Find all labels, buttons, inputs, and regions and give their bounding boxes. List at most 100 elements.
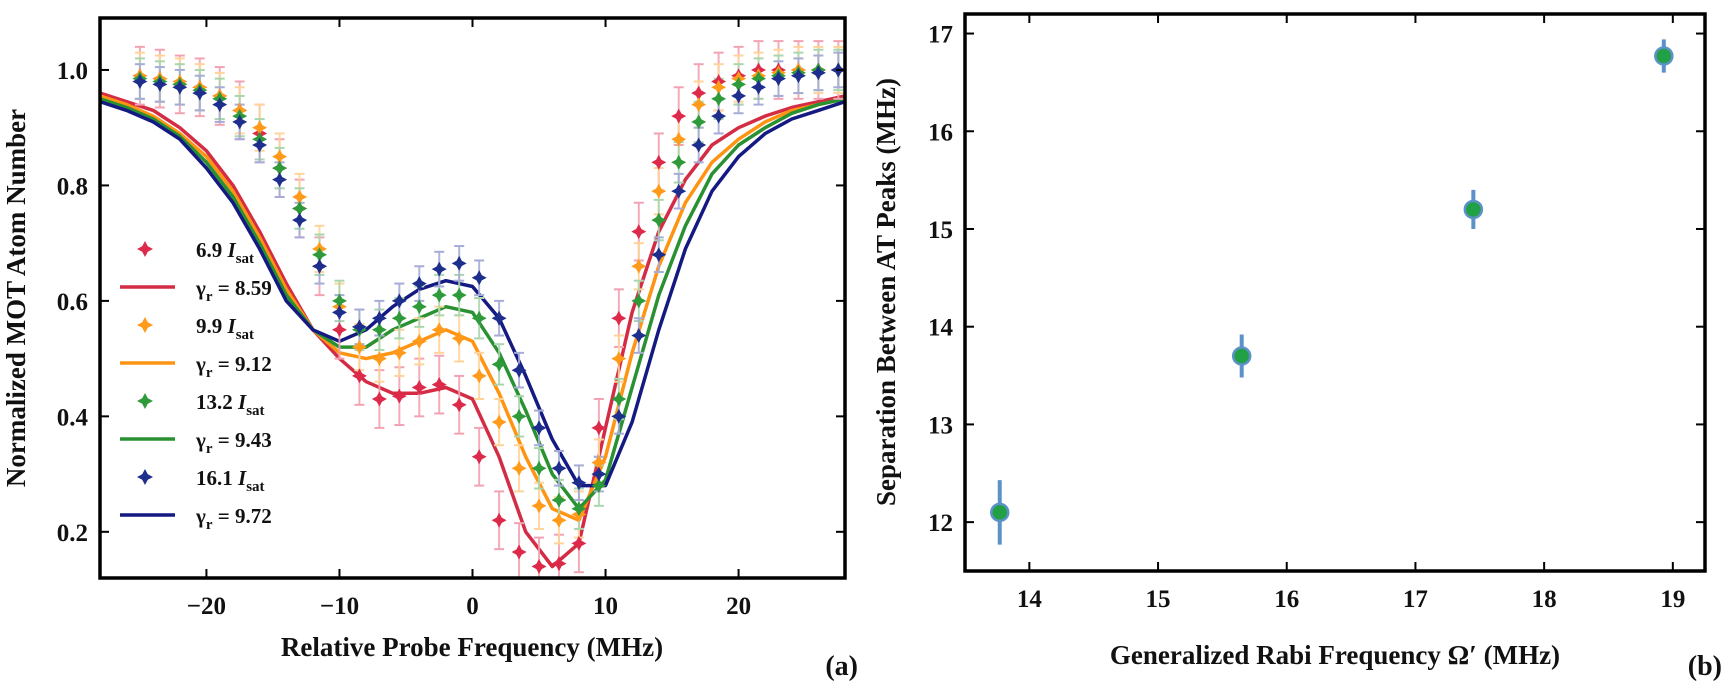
- panel-b-data-layer: [989, 39, 1674, 545]
- data-point: [790, 68, 806, 84]
- y-tick-label: 0.4: [57, 404, 89, 431]
- data-point: [651, 154, 667, 170]
- data-point: [571, 535, 587, 551]
- panel-a-label: (a): [825, 651, 858, 682]
- legend-entry-text: γr = 9.43: [195, 428, 272, 457]
- data-point: [391, 293, 407, 309]
- data-point: [531, 420, 547, 436]
- data-point: [751, 71, 766, 87]
- data-point: [671, 183, 687, 199]
- legend-entry-text: 16.1 Isat: [196, 466, 265, 495]
- data-point: [212, 97, 228, 113]
- data-point: [471, 310, 487, 326]
- legend-value: = 9.12: [213, 352, 272, 376]
- legend-subscript: r: [206, 289, 213, 305]
- panel-a-data-layer: [100, 40, 845, 578]
- x-tick-label: 20: [726, 593, 751, 620]
- data-point: [491, 310, 507, 326]
- legend-subscript: sat: [246, 479, 264, 495]
- data-point: [471, 368, 487, 384]
- legend-entry-text: γr = 8.59: [195, 276, 272, 305]
- data-point: [651, 183, 667, 199]
- y-tick-label: 16: [928, 119, 953, 146]
- panel-a-x-axis-title: Relative Probe Frequency (MHz): [281, 632, 663, 662]
- x-tick-label: 18: [1532, 586, 1557, 613]
- data-point: [551, 492, 567, 508]
- data-point: [351, 339, 367, 355]
- data-point: [371, 322, 387, 338]
- data-point: [591, 420, 607, 436]
- y-tick-label: 0.8: [57, 173, 88, 200]
- data-point: [371, 310, 387, 326]
- data-point: [292, 189, 308, 205]
- data-point: [411, 299, 427, 315]
- panel-b-ticks: 14 15 16 17 18 19 12 13 14 15 16 17: [928, 14, 1705, 613]
- data-point: [431, 377, 447, 393]
- data-point: [511, 408, 527, 424]
- x-tick-label: 16: [1274, 586, 1299, 613]
- legend-value: 16.1: [196, 466, 238, 490]
- data-point: [691, 85, 707, 101]
- y-tick-label: 14: [928, 315, 954, 342]
- legend-entry-text: γr = 9.72: [195, 504, 272, 533]
- data-point: [451, 330, 467, 346]
- data-point: [451, 255, 467, 271]
- legend-value: 9.9: [196, 314, 228, 338]
- data-point: [391, 388, 407, 404]
- data-point: [391, 310, 407, 326]
- data-point: [1654, 46, 1674, 66]
- data-point: [132, 74, 148, 89]
- data-point: [711, 79, 727, 95]
- data-point: [411, 276, 427, 292]
- y-tick-label: 13: [928, 412, 953, 439]
- legend-symbol: I: [237, 390, 247, 414]
- data-point: [312, 258, 327, 274]
- data-point: [232, 114, 248, 130]
- data-point: [751, 79, 766, 95]
- legend-symbol: I: [227, 314, 237, 338]
- legend-subscript: r: [206, 517, 213, 533]
- data-point: [631, 258, 647, 274]
- legend-entry-text: 13.2 Isat: [196, 390, 265, 419]
- data-point: [451, 397, 467, 413]
- panel-a-y-axis-title: Normalized MOT Atom Number: [1, 109, 31, 487]
- data-point: [631, 224, 647, 240]
- legend-marker: [137, 393, 153, 409]
- legend-value: = 8.59: [213, 276, 272, 300]
- data-point: [431, 261, 447, 277]
- data-point: [411, 333, 427, 349]
- data-point: [252, 137, 268, 153]
- data-point: [591, 455, 607, 470]
- data-point: [571, 501, 587, 517]
- data-point: [192, 85, 208, 101]
- data-point: [671, 154, 687, 170]
- data-point: [1231, 346, 1252, 366]
- legend-marker: [137, 317, 153, 333]
- data-point: [691, 97, 707, 113]
- x-tick-label: 19: [1660, 586, 1685, 613]
- panel-b: 14 15 16 17 18 19 12 13 14 15 16 17 Generalized Rab…: [871, 12, 1722, 682]
- data-point: [292, 201, 308, 216]
- legend-subscript: r: [206, 365, 213, 381]
- legend-value: = 9.72: [213, 504, 272, 528]
- data-point: [671, 108, 687, 124]
- x-tick-label: 14: [1017, 586, 1043, 613]
- data-point: [651, 247, 667, 263]
- data-point: [551, 556, 567, 572]
- legend-marker: [137, 241, 153, 257]
- fit-curve: [100, 94, 845, 523]
- data-point: [611, 408, 627, 424]
- data-point: [332, 293, 347, 309]
- y-tick-label: 1.0: [57, 58, 88, 85]
- data-point: [711, 91, 727, 107]
- data-point: [810, 65, 826, 81]
- x-tick-label: 0: [466, 593, 479, 620]
- data-point: [691, 137, 707, 153]
- data-point: [731, 76, 747, 92]
- legend-value: = 9.43: [213, 428, 272, 452]
- data-point: [611, 351, 627, 367]
- data-point: [491, 414, 507, 430]
- data-point: [351, 368, 367, 384]
- data-point: [371, 351, 387, 367]
